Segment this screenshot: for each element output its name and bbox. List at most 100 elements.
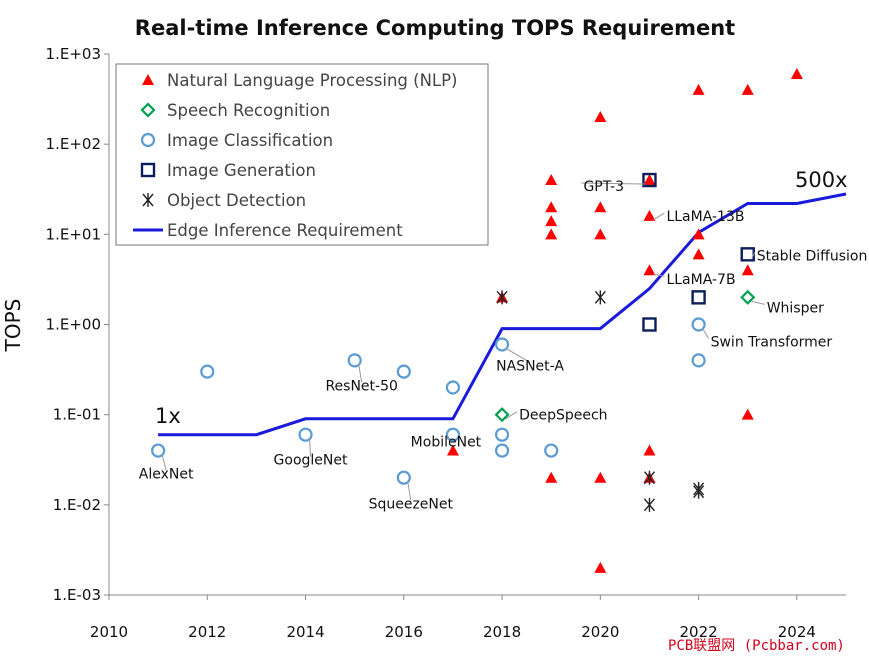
y-tick-label: 1.E+02 [46,135,101,153]
y-axis-label: TOPS [1,299,25,353]
square-point [642,317,657,332]
x-tick-label: 2024 [778,623,816,641]
circle-point [347,353,362,368]
edge-inference-line [158,192,847,437]
label-leader [751,252,756,259]
circle-point [151,443,166,458]
legend-swatch-diamond [140,102,156,118]
point-label: DeepSpeech [519,408,607,424]
point-label: LLaMA-13B [666,209,744,225]
point-label: AlexNet [139,467,194,483]
label-leader [505,411,518,420]
x-tick-label: 2022 [680,623,718,641]
triangle-point [545,228,558,240]
circle-point [396,364,411,379]
square-point [691,290,706,305]
y-tick-label: 1.E-01 [53,406,101,424]
label-leader [309,438,312,457]
point-label: LLaMA-7B [666,272,735,288]
diamond-point [740,289,756,305]
circle-point [396,470,411,485]
y-tick-label: 1.E+00 [46,316,101,334]
legend-label: Speech Recognition [167,101,330,120]
asterisk-point [693,484,705,499]
triangle-point [545,174,558,186]
legend-label: Object Detection [167,191,306,210]
point-label: ResNet-50 [325,378,397,394]
asterisk-point [594,290,606,305]
y-tick-label: 1.E+03 [46,45,101,63]
y-tick-label: 1.E+01 [46,225,101,243]
legend-label: Image Generation [167,161,316,180]
point-label: GoogleNet [274,453,348,469]
triangle-point [545,215,558,227]
circle-point [445,380,461,395]
triangle-point [594,228,607,240]
asterisk-point [643,497,656,512]
legend-swatch-circle [140,132,156,148]
triangle-point [545,201,558,213]
annotation-500x: 500x [795,168,848,192]
triangle-point [446,444,459,456]
x-tick-label: 2012 [188,623,226,641]
label-leader [161,454,167,471]
label-leader [653,212,665,221]
diamond-point [494,407,510,423]
point-label: SqueezeNet [369,497,454,513]
circle-point [544,443,559,458]
triangle-point [741,83,754,95]
circle-point [494,337,510,352]
point-label: NASNet-A [496,359,564,375]
edge-inference-series-line [158,192,847,437]
triangle-point [545,471,558,483]
point-label: Stable Diffusion [757,248,868,264]
circle-point [691,317,706,332]
triangle-point [790,68,803,80]
triangle-point [643,264,656,276]
circle-point [445,427,461,442]
x-tick-label: 2014 [286,623,324,641]
circle-point [494,443,510,458]
legend-box [115,63,489,246]
legend-swatch-asterisk [142,193,154,207]
label-leader [653,273,665,277]
circle-point [494,427,510,442]
annotation-1x: 1x [155,404,181,428]
triangle-point [741,264,754,276]
triangle-point [594,201,607,213]
label-leader [581,182,646,185]
triangle-point [692,248,705,260]
x-tick-label: 2016 [385,623,423,641]
legend: Natural Language Processing (NLP) Speech … [115,63,489,246]
square-point [642,172,657,188]
circle-point [298,427,313,442]
point-label: Whisper [767,300,824,316]
legend-swatch-square [140,162,156,178]
square-point [740,247,755,262]
legend-label: Image Classification [167,131,333,150]
x-tick-label: 2018 [483,623,521,641]
asterisk-point [643,470,656,485]
triangle-point [692,83,705,95]
label-leader [702,328,710,339]
triangle-point [643,209,656,221]
label-leader [505,348,531,363]
point-labels: AlexNet GoogleNet ResNet-50 SqueezeNet Mobil… [139,179,868,513]
legend-swatch-triangle [142,74,154,85]
label-leader [358,364,363,383]
y-tick-label: 1.E-02 [53,496,101,514]
triangle-point [594,111,607,123]
data-markers [151,68,803,573]
x-tick-label: 2010 [90,623,128,641]
circle-point [200,364,215,379]
point-label: MobileNet [411,435,482,451]
triangle-point [741,408,754,420]
legend-label: Natural Language Processing (NLP) [167,71,458,90]
axes: 1.E+03 1.E+02 1.E+01 1.E+00 1.E-01 1.E-02 1.E-… [46,45,846,641]
chart-title: Real-time Inference Computing TOPS Requi… [135,16,735,40]
triangle-point [692,228,705,240]
legend-label: Edge Inference Requirement [167,221,403,240]
triangle-point [594,561,607,573]
triangle-point [594,471,607,483]
